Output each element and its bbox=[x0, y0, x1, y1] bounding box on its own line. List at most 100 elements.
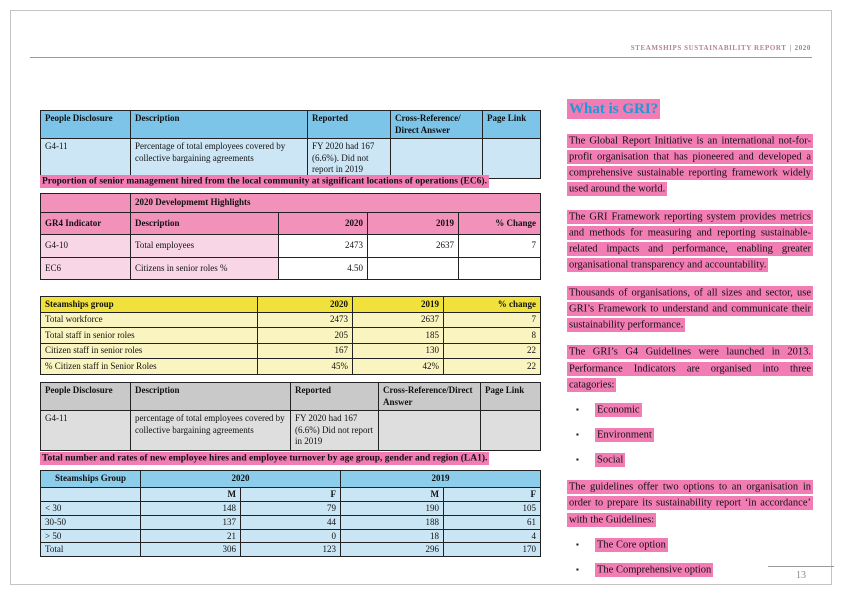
table-cell: 8 bbox=[443, 327, 541, 344]
column-header: % Change bbox=[458, 211, 541, 236]
table-cell: 188 bbox=[340, 514, 444, 530]
square-bullet-icon: ▪ bbox=[576, 539, 579, 549]
table-cell: 185 bbox=[352, 327, 444, 344]
table-cell: 167 bbox=[257, 342, 353, 360]
table-cell: 22 bbox=[443, 358, 541, 375]
table-caption: Proportion of senior management hired fr… bbox=[40, 174, 489, 188]
table-cell: G4-11 bbox=[40, 410, 131, 451]
table-title: 2020 Developmemt Highlights bbox=[130, 193, 541, 213]
table-row: Citizen staff in senior roles 167 130 22 bbox=[40, 342, 541, 360]
table-caption: Total number and rates of new employee h… bbox=[40, 451, 490, 465]
table-cell: Citizen staff in senior roles bbox=[40, 342, 258, 360]
column-header: 2020 bbox=[278, 211, 368, 236]
column-header: M bbox=[340, 486, 444, 503]
table-cell: 22 bbox=[443, 342, 541, 360]
empty-corner-cell bbox=[40, 193, 131, 213]
column-header: Cross-Reference/ Direct Answer bbox=[390, 109, 483, 140]
column-header: M bbox=[140, 486, 241, 503]
table-row: Total workforce 2473 2637 7 bbox=[40, 311, 541, 329]
gri-options-list: ▪ The Core option ▪ The Comprehensive opti… bbox=[567, 538, 813, 578]
column-header: Steamships Group bbox=[40, 470, 141, 488]
table-cell bbox=[367, 256, 459, 281]
table-cell bbox=[458, 256, 541, 281]
column-header: Description bbox=[130, 109, 308, 140]
table-cell: Total workforce bbox=[40, 311, 258, 329]
table-cell: 7 bbox=[458, 234, 541, 258]
table-cell: 296 bbox=[340, 542, 444, 558]
paragraph: The Global Report Initiative is an inter… bbox=[567, 133, 813, 197]
table-cell: 42% bbox=[352, 358, 444, 375]
section-heading: What is GRI? bbox=[567, 99, 661, 119]
table-cell: Total bbox=[40, 542, 141, 558]
column-header: Page Link bbox=[480, 381, 541, 412]
column-header: GR4 Indicator bbox=[40, 211, 131, 236]
table-cell: FY 2020 had 167 (6.6%) Did not report in… bbox=[290, 410, 379, 451]
table-cell: 2473 bbox=[257, 311, 353, 329]
table-cell: 105 bbox=[443, 501, 541, 516]
table-cell: Total staff in senior roles bbox=[40, 327, 258, 344]
table-header-row: GR4 Indicator Description 2020 2019 % Ch… bbox=[40, 211, 541, 236]
page-number: 13 bbox=[796, 570, 806, 581]
paragraph: Thousands of organisations, of all sizes… bbox=[567, 285, 813, 333]
column-header: People Disclosure bbox=[40, 109, 131, 140]
gri-categories-list: ▪ Economic ▪ Environment ▪ Social bbox=[567, 403, 813, 468]
paragraph: The GRI’s G4 Guidelines were launched in… bbox=[567, 345, 813, 392]
table-header-row: People Disclosure Description Reported C… bbox=[40, 109, 541, 140]
table-row: G4-11 percentage of total employees cover… bbox=[40, 410, 541, 451]
square-bullet-icon: ▪ bbox=[576, 564, 579, 574]
list-item: ▪ The Core option bbox=[576, 538, 668, 553]
header-rule bbox=[30, 57, 812, 58]
table-title-row: 2020 Developmemt Highlights bbox=[40, 193, 541, 213]
table-row: Total staff in senior roles 205 185 8 bbox=[40, 327, 541, 344]
square-bullet-icon: ▪ bbox=[576, 454, 579, 464]
table-cell: 30-50 bbox=[40, 514, 141, 530]
list-item: ▪ Economic bbox=[576, 403, 642, 418]
table-cell: 0 bbox=[240, 528, 341, 544]
table-row: < 30 148 79 190 105 bbox=[40, 501, 541, 516]
table-cell: 7 bbox=[443, 311, 541, 329]
table-cell: 205 bbox=[257, 327, 353, 344]
table-header-row: Steamships Group 2020 2019 bbox=[40, 470, 541, 488]
table-row: Total 306 123 296 170 bbox=[40, 542, 541, 558]
table-row: G4-11 Percentage of total employees cover… bbox=[40, 138, 541, 179]
list-item: ▪ Environment bbox=[576, 428, 654, 443]
column-header: 2020 bbox=[140, 470, 341, 488]
table-cell: G4-10 bbox=[40, 234, 131, 258]
table-cell: 2637 bbox=[367, 234, 459, 258]
column-header: 2020 bbox=[257, 296, 353, 313]
list-item: ▪ The Comprehensive option bbox=[576, 563, 714, 578]
gri-sidebar: What is GRI? The Global Report Initiativ… bbox=[567, 99, 813, 590]
table-cell: 190 bbox=[340, 501, 444, 516]
table-cell: 123 bbox=[240, 542, 341, 558]
table-cell: 148 bbox=[140, 501, 241, 516]
column-header: Description bbox=[130, 381, 291, 412]
table-cell: Citizens in senior roles % bbox=[130, 256, 279, 281]
table-cell: < 30 bbox=[40, 501, 141, 516]
column-header: 2019 bbox=[352, 296, 444, 313]
development-highlights-table: 2020 Developmemt Highlights GR4 Indicato… bbox=[40, 193, 541, 281]
table-row: 30-50 137 44 188 61 bbox=[40, 514, 541, 530]
collective-bargaining-table-gray: People Disclosure Description Reported C… bbox=[40, 381, 541, 451]
table-cell: 44 bbox=[240, 514, 341, 530]
table-subheader-row: M F M F bbox=[40, 486, 541, 503]
table-header-row: People Disclosure Description Reported C… bbox=[40, 381, 541, 412]
table-cell: percentage of total employees covered by… bbox=[130, 410, 291, 451]
table-cell: G4-11 bbox=[40, 138, 131, 179]
table-cell: > 50 bbox=[40, 528, 141, 544]
column-header: People Disclosure bbox=[40, 381, 131, 412]
table-cell bbox=[390, 138, 483, 179]
table-cell: % Citizen staff in Senior Roles bbox=[40, 358, 258, 375]
table-cell: 2637 bbox=[352, 311, 444, 329]
column-header: F bbox=[240, 486, 341, 503]
column-header: F bbox=[443, 486, 541, 503]
column-header: 2019 bbox=[367, 211, 459, 236]
table-cell: 170 bbox=[443, 542, 541, 558]
table-cell: 4.50 bbox=[278, 256, 368, 281]
column-header: Reported bbox=[290, 381, 379, 412]
paragraph: The GRI Framework reporting system provi… bbox=[567, 209, 813, 273]
table-row: EC6 Citizens in senior roles % 4.50 bbox=[40, 256, 541, 281]
report-year: 2020 bbox=[794, 44, 811, 52]
running-header: STEAMSHIPS SUSTAINABILITY REPORT | 2020 bbox=[631, 44, 811, 52]
square-bullet-icon: ▪ bbox=[576, 404, 579, 414]
